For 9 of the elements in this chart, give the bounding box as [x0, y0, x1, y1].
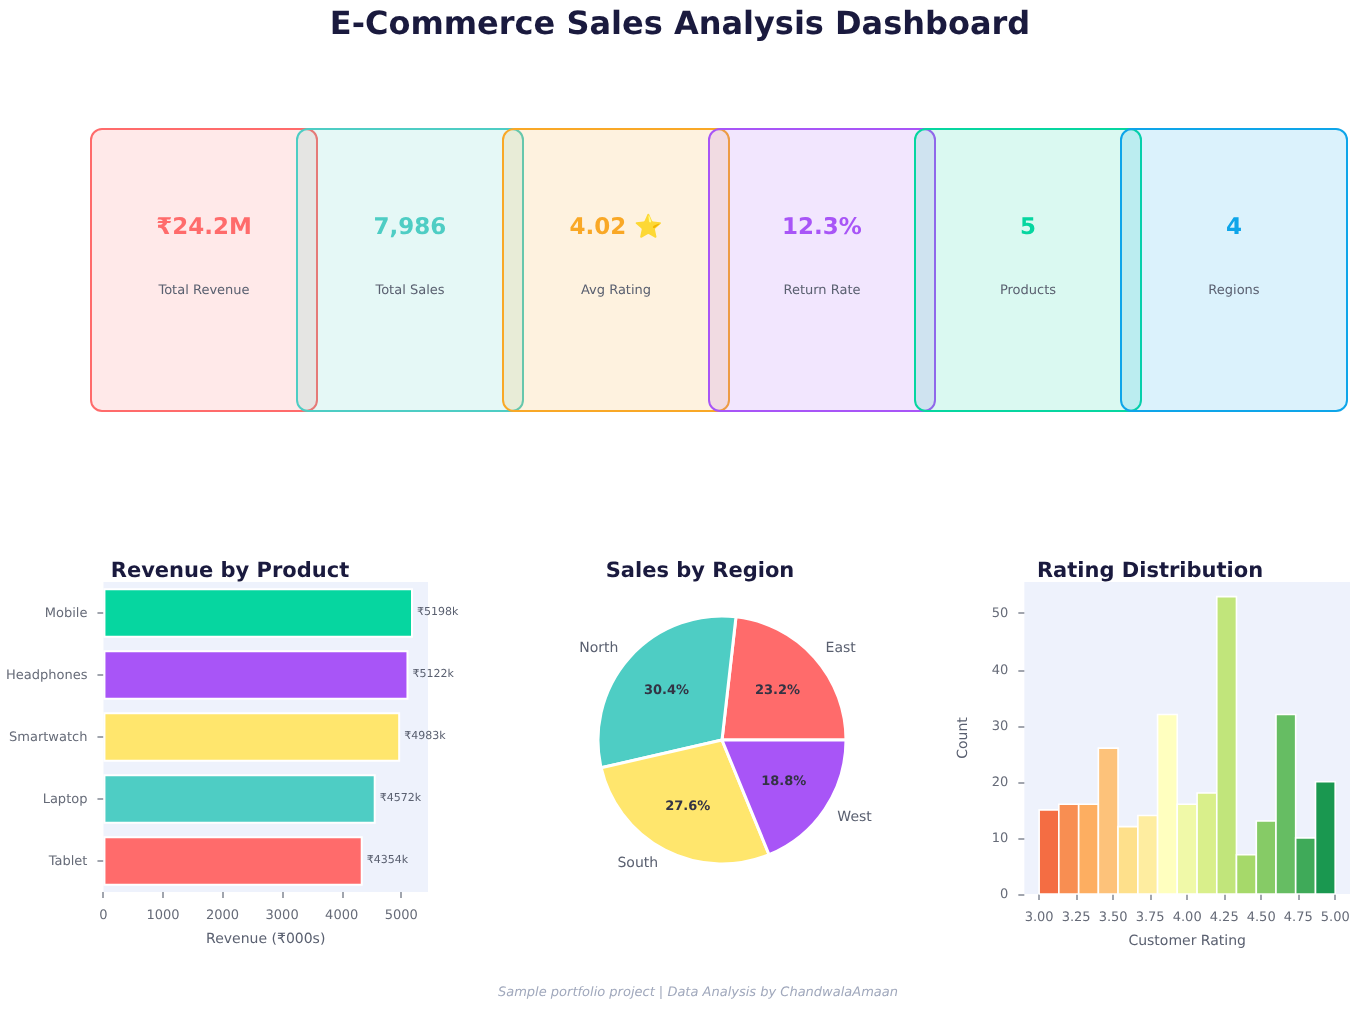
bar [103, 836, 363, 886]
chart-title: Sales by Region [605, 559, 795, 583]
bar [103, 774, 376, 824]
text: E-Commerce Sales Analysis Dashboard [327, 4, 1033, 42]
bar [103, 650, 409, 700]
chart-title: Revenue by Product [110, 559, 350, 583]
bar [103, 588, 413, 638]
chart-title: Rating Distribution [1036, 559, 1264, 583]
bar [103, 712, 401, 762]
